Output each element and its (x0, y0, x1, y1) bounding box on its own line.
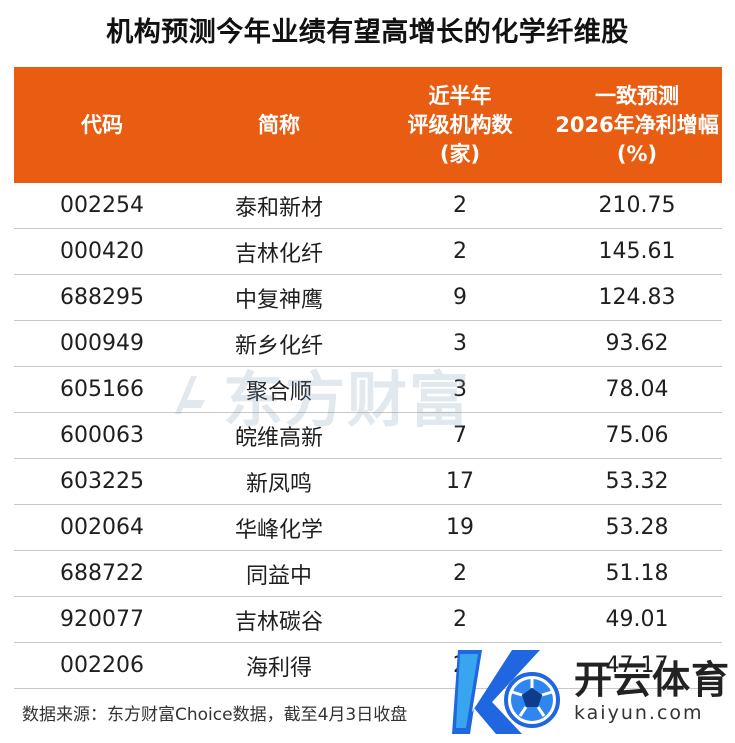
cell-name: 泰和新材 (190, 183, 368, 229)
cell-code: 603225 (14, 458, 190, 505)
cell-profit-growth: 53.32 (552, 458, 722, 505)
cell-rating-count: 2 (368, 550, 552, 597)
cell-name: 海利得 (190, 642, 368, 689)
table-row: 000420 吉林化纤 2 145.61 (14, 228, 722, 275)
cell-rating-count: 17 (368, 458, 552, 505)
table-row: 002064 华峰化学 19 53.28 (14, 504, 722, 551)
cell-name: 新乡化纤 (190, 320, 368, 367)
cell-code: 600063 (14, 412, 190, 459)
cell-rating-count: 3 (368, 366, 552, 413)
table-row: 603225 新凤鸣 17 53.32 (14, 458, 722, 505)
kaiyun-logo-icon (452, 649, 560, 734)
header-code: 代码 (14, 67, 190, 183)
header-profit-growth: 一致预测 2026年净利增幅 (%) (552, 67, 722, 183)
cell-name: 华峰化学 (190, 504, 368, 551)
header-rating-count-label: 近半年 评级机构数 (家) (407, 83, 513, 166)
table-header-row: 代码 简称 近半年 评级机构数 (家) 一致预测 2026年净利增幅 (%) (14, 67, 722, 183)
header-name: 简称 (190, 67, 368, 183)
table-row: 002254 泰和新材 2 210.75 (14, 183, 722, 229)
table-row: 605166 聚合顺 3 78.04 (14, 366, 722, 413)
brand-text: 开云体育 kaiyun.com (574, 658, 730, 724)
cell-rating-count: 7 (368, 412, 552, 459)
cell-profit-growth: 75.06 (552, 412, 722, 459)
cell-rating-count: 2 (368, 228, 552, 275)
cell-profit-growth: 145.61 (552, 228, 722, 275)
brand-overlay: 开云体育 kaiyun.com (452, 638, 735, 743)
header-name-label: 简称 (258, 112, 300, 137)
cell-name: 吉林化纤 (190, 228, 368, 275)
header-profit-growth-label: 一致预测 2026年净利增幅 (%) (555, 83, 719, 166)
table-row: 000949 新乡化纤 3 93.62 (14, 320, 722, 367)
cell-code: 688295 (14, 274, 190, 321)
table-row: 920077 吉林碳谷 2 49.01 (14, 596, 722, 643)
table-row: 002206海利得247.17 (14, 642, 722, 689)
header-code-label: 代码 (81, 112, 123, 137)
brand-domain: kaiyun.com (574, 701, 704, 724)
cell-profit-growth: 93.62 (552, 320, 722, 367)
cell-profit-growth: 78.04 (552, 366, 722, 413)
cell-profit-growth: 51.18 (552, 550, 722, 597)
cell-name: 新凤鸣 (190, 458, 368, 505)
table-row: 688295 中复神鹰 9 124.83 (14, 274, 722, 321)
table-row: 688722 同益中 2 51.18 (14, 550, 722, 597)
cell-name: 聚合顺 (190, 366, 368, 413)
cell-name: 吉林碳谷 (190, 596, 368, 643)
cell-code: 605166 (14, 366, 190, 413)
brand-name-cn: 开云体育 (574, 657, 731, 702)
cell-rating-count: 2 (368, 596, 552, 643)
page-title: 机构预测今年业绩有望高增长的化学纤维股 (106, 17, 629, 48)
source-note: 数据来源：东方财富Choice数据，截至4月3日收盘 (22, 705, 408, 725)
cell-name: 皖维高新 (190, 412, 368, 459)
cell-profit-growth: 124.83 (552, 274, 722, 321)
stock-table: 代码 简称 近半年 评级机构数 (家) 一致预测 2026年净利增幅 (%) 0… (14, 67, 722, 689)
cell-name: 中复神鹰 (190, 274, 368, 321)
cell-rating-count: 9 (368, 274, 552, 321)
cell-profit-growth: 210.75 (552, 183, 722, 229)
cell-code: 002206 (14, 642, 190, 689)
cell-rating-count: 19 (368, 504, 552, 551)
table-row: 600063 皖维高新 7 75.06 (14, 412, 722, 459)
header-rating-count: 近半年 评级机构数 (家) (368, 67, 552, 183)
cell-rating-count: 3 (368, 320, 552, 367)
cell-code: 920077 (14, 596, 190, 643)
cell-profit-growth: 49.01 (552, 596, 722, 643)
cell-profit-growth: 53.28 (552, 504, 722, 551)
cell-rating-count: 2 (368, 183, 552, 229)
cell-profit-growth: 47.17 (552, 642, 722, 689)
cell-code: 002254 (14, 183, 190, 229)
cell-code: 000949 (14, 320, 190, 367)
cell-name: 同益中 (190, 550, 368, 597)
cell-code: 688722 (14, 550, 190, 597)
cell-code: 002064 (14, 504, 190, 551)
cell-code: 000420 (14, 228, 190, 275)
